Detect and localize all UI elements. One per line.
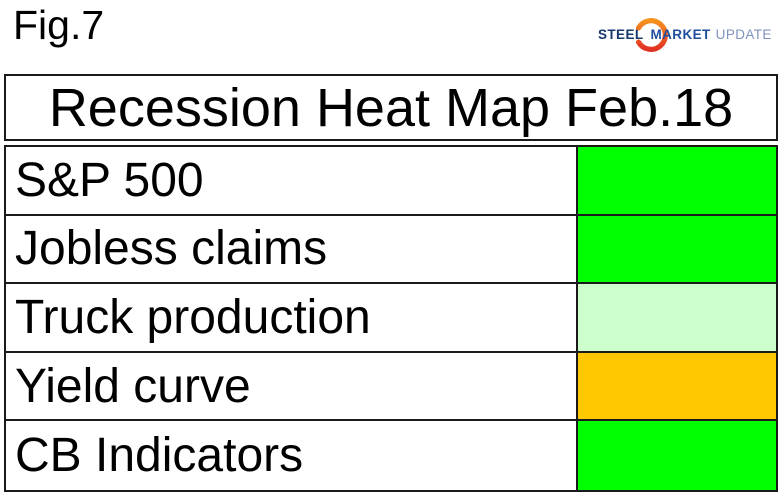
recession-heatmap-table: S&P 500 Jobless claims Truck production … xyxy=(4,145,778,492)
row-label: Yield curve xyxy=(6,352,578,420)
heatmap-title-box: Recession Heat Map Feb.18 xyxy=(4,74,778,141)
heatmap-title: Recession Heat Map Feb.18 xyxy=(48,77,734,138)
logo-crescent-icon xyxy=(635,18,668,52)
status-color-cell xyxy=(578,215,776,283)
table-row-yield-curve: Yield curve xyxy=(6,352,776,422)
steel-market-update-logo: STEEL MARKET UPDATE xyxy=(598,14,771,56)
logo-word-update: UPDATE xyxy=(715,27,772,42)
status-color-cell xyxy=(578,352,776,420)
status-color-cell xyxy=(578,147,776,214)
table-row-cb-indicators: CB Indicators xyxy=(6,421,776,490)
row-label: Truck production xyxy=(6,284,578,351)
status-color-cell xyxy=(578,284,776,351)
row-label: S&P 500 xyxy=(6,147,578,214)
table-row-jobless-claims: Jobless claims xyxy=(6,215,776,285)
logo-wordmark: STEEL MARKET UPDATE xyxy=(598,27,772,42)
figure-number-label: Fig.7 xyxy=(13,2,105,48)
table-row-truck-production: Truck production xyxy=(6,284,776,353)
row-label: CB Indicators xyxy=(6,421,578,490)
logo-word-market: MARKET xyxy=(650,27,711,42)
row-label: Jobless claims xyxy=(6,215,578,283)
table-row-sp500: S&P 500 xyxy=(6,147,776,216)
logo-word-steel: STEEL xyxy=(598,27,644,42)
status-color-cell xyxy=(578,421,776,490)
